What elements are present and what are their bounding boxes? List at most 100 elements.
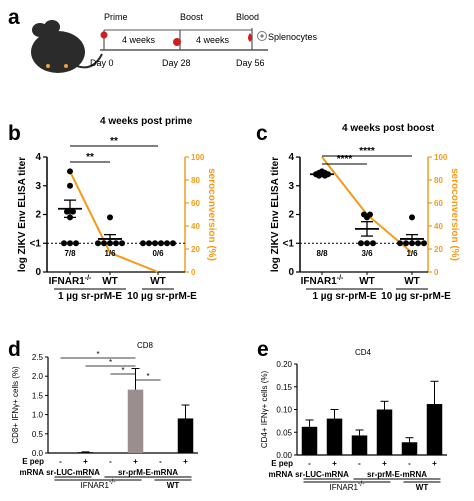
y-tick-label: 4 bbox=[288, 152, 294, 163]
panel-e-chart: 0.00 0.05 0.10 0.15 0.20 CD4+ IFNγ+ cells (%)… bbox=[260, 360, 447, 492]
y-right-tick-label: 60 bbox=[191, 199, 200, 208]
ratio-label: 1/6 bbox=[406, 249, 418, 258]
y-tick-label: 4 bbox=[35, 152, 41, 163]
e-pep-value: - bbox=[408, 459, 411, 468]
cell-icon bbox=[257, 31, 267, 41]
data-point bbox=[364, 214, 370, 221]
day-label: Day 28 bbox=[162, 58, 191, 68]
group-label: WT bbox=[150, 276, 166, 287]
y-right-tick-label: 20 bbox=[434, 245, 443, 254]
y-tick-label: 1.5 bbox=[32, 391, 44, 400]
y-right-tick-label: 0 bbox=[191, 268, 196, 277]
y-right-tick-label: 80 bbox=[191, 176, 200, 185]
data-point bbox=[73, 240, 79, 247]
significance-label: * bbox=[146, 372, 149, 381]
y-right-tick-label: 40 bbox=[191, 222, 200, 231]
dose-label: 1 µg sr-prM-E bbox=[312, 291, 376, 302]
panel-a-label: a bbox=[8, 6, 20, 29]
significance-label: ** bbox=[86, 152, 94, 163]
e-pep-value: + bbox=[382, 459, 387, 468]
y-tick-label: 0 bbox=[288, 267, 294, 278]
y-tick-label: 0.10 bbox=[276, 406, 292, 415]
data-point bbox=[364, 240, 370, 247]
data-point bbox=[140, 240, 146, 247]
y-right-tick-label: 80 bbox=[434, 176, 443, 185]
dose-label: 1 µg sr-prM-E bbox=[58, 291, 122, 302]
data-point bbox=[61, 240, 67, 247]
y-tick-label: 0.0 bbox=[32, 449, 44, 458]
bar bbox=[351, 435, 368, 455]
splenocytes-label: Splenocytes bbox=[268, 32, 318, 42]
e-pep-value: + bbox=[183, 457, 188, 466]
row-label: mRNA bbox=[269, 470, 294, 479]
interval2-label: 4 weeks bbox=[196, 35, 230, 45]
bar bbox=[177, 418, 194, 453]
y-tick-label: 2.5 bbox=[32, 353, 44, 362]
interval1-label: 4 weeks bbox=[122, 35, 156, 45]
syringe-icon bbox=[100, 31, 108, 39]
y-right-tick-label: 60 bbox=[434, 199, 443, 208]
data-point bbox=[64, 208, 70, 215]
e-pep-value: - bbox=[308, 459, 311, 468]
mouse-icon bbox=[31, 20, 103, 73]
significance-label: * bbox=[109, 358, 112, 367]
panel-b-label: b bbox=[8, 122, 21, 145]
data-point bbox=[170, 240, 176, 247]
dose-label: 10 µg sr-prM-E bbox=[381, 291, 451, 302]
e-pep-value: + bbox=[133, 457, 138, 466]
bar bbox=[401, 442, 418, 455]
y-axis-right-label: seroconversion (%) bbox=[449, 168, 460, 261]
seroconversion-line bbox=[321, 156, 413, 254]
strain-group-label: WT bbox=[416, 483, 429, 492]
day-label: Day 0 bbox=[90, 58, 114, 68]
panel-d-label: d bbox=[8, 338, 21, 361]
e-pep-value: - bbox=[159, 457, 162, 466]
y-tick-label: 0.15 bbox=[276, 383, 292, 392]
y-tick-label: 0 bbox=[35, 267, 41, 278]
y-tick-label: 3 bbox=[288, 181, 294, 192]
y-right-tick-label: 100 bbox=[191, 153, 205, 162]
y-axis-label: log ZIKV Env ELISA titer bbox=[17, 157, 28, 272]
group-label: WT bbox=[102, 276, 118, 287]
data-point bbox=[67, 168, 73, 175]
data-point bbox=[409, 214, 415, 221]
e-pep-value: + bbox=[83, 457, 88, 466]
e-pep-value: + bbox=[432, 459, 437, 468]
data-point bbox=[95, 240, 101, 247]
chart-title-e: CD4 bbox=[355, 348, 372, 357]
ratio-label: 0/6 bbox=[152, 249, 164, 258]
chart-title-d: CD8 bbox=[137, 341, 154, 350]
y-right-tick-label: 0 bbox=[434, 268, 439, 277]
day-label: Day 56 bbox=[236, 58, 265, 68]
y-axis-label: CD8+ IFNγ+ cells (%) bbox=[11, 366, 20, 444]
data-point bbox=[119, 240, 125, 247]
blood-label: Blood bbox=[236, 12, 259, 22]
group-label: IFNAR1-/- bbox=[49, 275, 92, 287]
significance-label: **** bbox=[359, 146, 375, 157]
strain-group-label: IFNAR1-/- bbox=[80, 479, 116, 490]
blood-drop-icon bbox=[248, 33, 252, 42]
significance-label: * bbox=[96, 350, 99, 359]
mrna-group-label: sr-prM-E-mRNA bbox=[367, 470, 427, 479]
bar bbox=[326, 418, 343, 455]
syringe-icon bbox=[173, 38, 181, 46]
panel-d-chart: 0.0 0.5 1.0 1.5 2.0 2.5 CD8+ IFNγ+ cells (%) - +… bbox=[11, 350, 198, 490]
group-label: WT bbox=[404, 276, 420, 287]
e-pep-value: + bbox=[332, 459, 337, 468]
data-point bbox=[67, 182, 73, 189]
data-point bbox=[358, 240, 364, 247]
seroconversion-line bbox=[69, 170, 159, 273]
ratio-label: 7/8 bbox=[64, 249, 76, 258]
dose-label: 10 µg sr-prM-E bbox=[127, 291, 197, 302]
y-axis-right-label: seroconversion (%) bbox=[206, 168, 217, 261]
ratio-label: 3/6 bbox=[361, 249, 373, 258]
group-label: WT bbox=[359, 276, 375, 287]
bar bbox=[77, 452, 94, 453]
y-tick-label: 2 bbox=[35, 210, 41, 221]
ratio-label: 8/8 bbox=[316, 249, 328, 258]
y-tick-label: 1.0 bbox=[32, 411, 44, 420]
mrna-group-label: sr-prM-E-mRNA bbox=[118, 468, 178, 477]
